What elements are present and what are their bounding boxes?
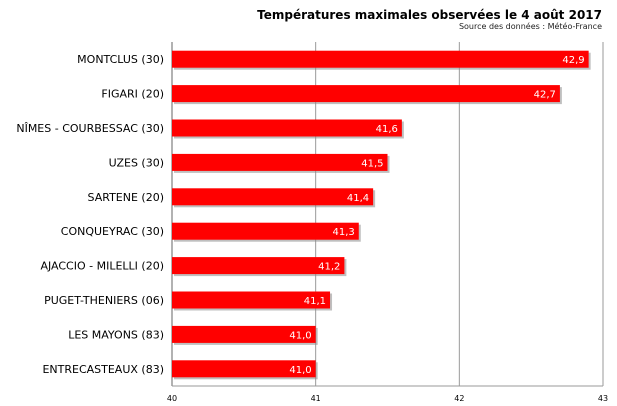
chart-title: Températures maximales observées le 4 ao… (257, 8, 602, 22)
category-label: FIGARI (20) (101, 88, 164, 101)
category-label: LES MAYONS (83) (68, 328, 164, 341)
x-tick-label: 41 (311, 394, 321, 403)
bar (172, 360, 316, 378)
bar (172, 119, 402, 137)
data-label: 41,6 (376, 124, 398, 135)
category-label: NÎMES - COURBESSAC (30) (16, 122, 164, 135)
data-label: 41,0 (289, 365, 311, 376)
category-label: ENTRECASTEAUX (83) (42, 363, 164, 376)
bar (172, 325, 316, 343)
bar (172, 85, 560, 103)
category-label: MONTCLUS (30) (77, 53, 164, 66)
x-tick-label: 42 (454, 394, 464, 403)
category-label: SARTENE (20) (88, 191, 164, 204)
chart-subtitle: Source des données : Météo-France (458, 22, 602, 31)
bar (172, 257, 345, 275)
data-label: 41,0 (289, 330, 311, 341)
data-label: 41,5 (361, 158, 383, 169)
x-tick-label: 43 (598, 394, 608, 403)
bar (172, 291, 331, 309)
data-label: 41,3 (333, 227, 355, 238)
bar (172, 50, 589, 68)
bar (172, 153, 388, 171)
category-label: AJACCIO - MILELLI (20) (40, 260, 164, 273)
category-label: CONQUEYRAC (30) (61, 225, 164, 238)
category-label: UZES (30) (109, 156, 164, 169)
data-label: 41,4 (347, 193, 369, 204)
bar (172, 188, 374, 206)
data-label: 41,2 (318, 262, 340, 273)
x-tick-label: 40 (167, 394, 177, 403)
data-label: 42,7 (534, 90, 556, 101)
category-label: PUGET-THENIERS (06) (44, 294, 164, 307)
data-label: 42,9 (562, 55, 584, 66)
bar (172, 222, 359, 240)
data-label: 41,1 (304, 296, 326, 307)
